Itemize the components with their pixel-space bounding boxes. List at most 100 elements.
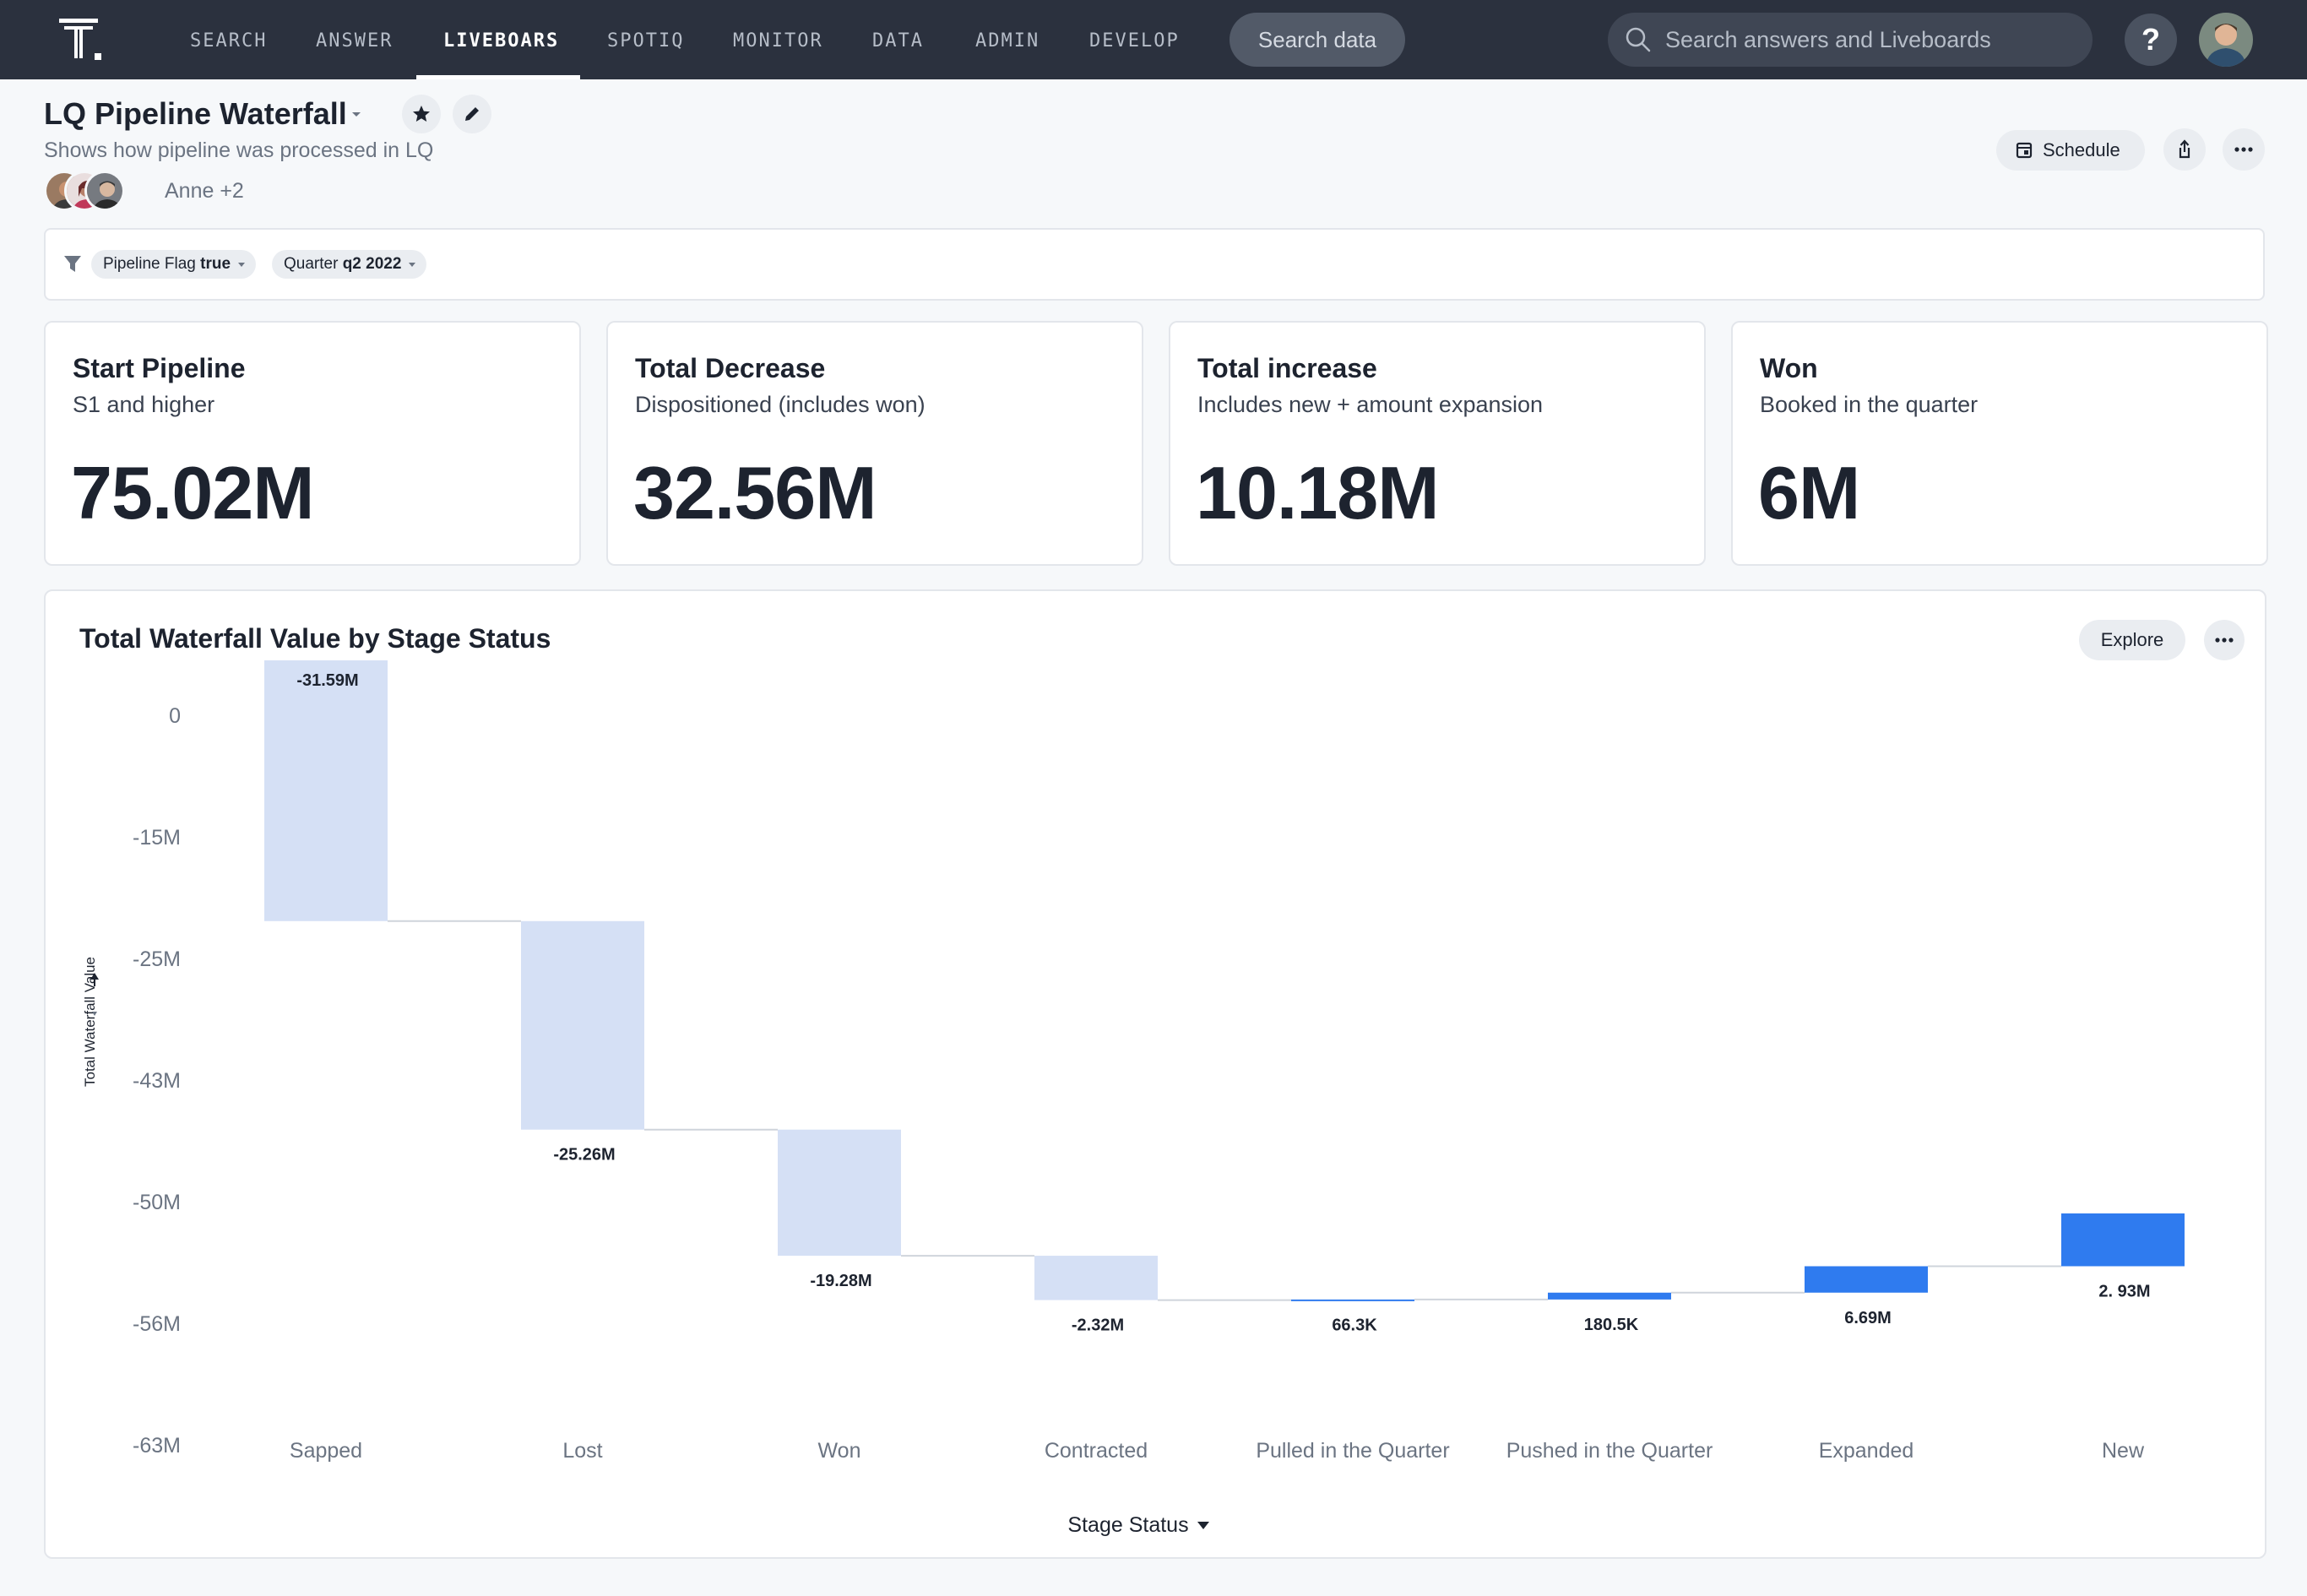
- x-tick-label: Lost: [562, 1439, 602, 1463]
- kpi-value: 10.18M: [1196, 451, 1440, 535]
- x-tick-label: Pulled in the Quarter: [1256, 1439, 1449, 1463]
- chart-title: Total Waterfall Value by Stage Status: [79, 623, 551, 654]
- x-tick-label: Sapped: [290, 1439, 362, 1463]
- schedule-label: Schedule: [2043, 139, 2120, 160]
- global-search-placeholder: Search answers and Liveboards: [1665, 27, 1991, 52]
- nav-liveboards[interactable]: LIVEBOARS: [443, 30, 560, 52]
- y-tick-label: -63M: [133, 1434, 181, 1458]
- waterfall-bar: [1805, 1266, 1928, 1293]
- data-label: -25.26M: [553, 1146, 615, 1164]
- search-data-button[interactable]: Search data: [1229, 13, 1405, 67]
- sort-caret-icon: [92, 1012, 97, 1016]
- thoughtspot-logo[interactable]: [59, 19, 105, 61]
- filter-chip-pipeline-flag[interactable]: Pipeline Flag true: [91, 250, 257, 279]
- data-label: 180.5K: [1584, 1316, 1639, 1334]
- filter-bar: Pipeline Flag true Quarter q2 2022: [44, 228, 2265, 301]
- x-axis-title: Stage Status: [1067, 1513, 1188, 1537]
- kpi-subtitle: Dispositioned (includes won): [635, 392, 926, 417]
- waterfall-chart[interactable]: 0 -15M -25M -43M -50M -56M -63M Total Waterfall…: [46, 591, 2268, 1561]
- kpi-card-start-pipeline[interactable]: Start Pipeline S1 and higher 75.02M: [44, 321, 581, 566]
- y-tick-label: -56M: [133, 1312, 181, 1336]
- liveboard-description: Shows how pipeline was processed in LQ: [44, 138, 434, 162]
- chevron-down-icon: [409, 263, 416, 267]
- filter-value: q2 2022: [342, 255, 402, 273]
- user-avatar[interactable]: [2199, 13, 2253, 67]
- waterfall-bar: [2061, 1213, 2185, 1267]
- chevron-down-icon[interactable]: [348, 108, 365, 120]
- kpi-card-won[interactable]: Won Booked in the quarter 6M: [1731, 321, 2268, 566]
- nav-monitor[interactable]: MONITOR: [733, 30, 823, 52]
- y-tick-label: -15M: [133, 826, 181, 850]
- waterfall-bar: [1034, 1256, 1158, 1300]
- data-label: 66.3K: [1332, 1316, 1377, 1335]
- help-button[interactable]: ?: [2125, 14, 2177, 66]
- data-label: -2.32M: [1072, 1316, 1124, 1335]
- x-tick-label: New: [2102, 1439, 2145, 1463]
- nav-answer[interactable]: ANSWER: [316, 30, 394, 52]
- kpi-title: Total Decrease: [635, 353, 826, 383]
- more-options-button[interactable]: [2223, 128, 2265, 171]
- filter-name: Quarter: [284, 255, 339, 273]
- more-icon: [2215, 638, 2234, 643]
- y-tick-label: -25M: [133, 947, 181, 971]
- share-button[interactable]: [2163, 128, 2206, 171]
- data-label: -19.28M: [810, 1272, 871, 1290]
- waterfall-bar: [521, 920, 644, 1130]
- kpi-card-total-increase[interactable]: Total increase Includes new + amount exp…: [1169, 321, 1706, 566]
- search-icon: [1626, 27, 1651, 52]
- liveboard-title[interactable]: LQ Pipeline Waterfall: [44, 96, 347, 131]
- kpi-title: Won: [1760, 353, 1818, 383]
- y-tick-label: 0: [169, 704, 181, 728]
- data-label: 2. 93M: [2098, 1282, 2150, 1300]
- kpi-card-total-decrease[interactable]: Total Decrease Dispositioned (includes w…: [606, 321, 1143, 566]
- y-tick-label: -50M: [133, 1191, 181, 1214]
- nav-search[interactable]: SEARCH: [190, 30, 268, 52]
- avatar: [84, 171, 125, 211]
- kpi-title: Start Pipeline: [73, 353, 246, 383]
- favorite-button[interactable]: [402, 95, 441, 133]
- x-tick-label: Expanded: [1819, 1439, 1914, 1463]
- filter-chip-quarter[interactable]: Quarter q2 2022: [272, 250, 427, 279]
- x-tick-label: Contracted: [1045, 1439, 1148, 1463]
- nav-active-indicator: [416, 75, 580, 79]
- sort-arrow-icon: [90, 973, 99, 986]
- star-icon: [413, 106, 430, 122]
- pencil-icon: [465, 107, 479, 121]
- y-axis-title: Total Waterfall Value: [82, 957, 98, 1087]
- filter-icon[interactable]: [62, 253, 83, 275]
- nav-spotiq[interactable]: SPOTIQ: [607, 30, 685, 52]
- filter-value: true: [200, 255, 231, 273]
- x-tick-label: Won: [818, 1439, 861, 1463]
- waterfall-bar: [1548, 1292, 1671, 1300]
- more-icon: [2234, 147, 2253, 152]
- share-icon: [2179, 139, 2190, 159]
- author-avatars[interactable]: [44, 171, 162, 211]
- kpi-title: Total increase: [1197, 353, 1377, 383]
- data-label: 6.69M: [1844, 1309, 1892, 1327]
- filter-name: Pipeline Flag: [103, 255, 196, 273]
- explore-button[interactable]: Explore: [2079, 620, 2185, 660]
- kpi-subtitle: S1 and higher: [73, 392, 215, 417]
- chart-more-button[interactable]: [2204, 620, 2245, 660]
- kpi-value: 6M: [1758, 451, 1860, 535]
- data-label: -31.59M: [296, 671, 358, 690]
- waterfall-bar: [1291, 1299, 1414, 1301]
- waterfall-bar: [264, 660, 388, 921]
- chevron-down-icon: [1197, 1522, 1209, 1529]
- kpi-subtitle: Includes new + amount expansion: [1197, 392, 1544, 417]
- nav-develop[interactable]: DEVELOP: [1089, 30, 1180, 52]
- authors-label: Anne +2: [165, 179, 244, 203]
- chevron-down-icon: [238, 263, 246, 267]
- kpi-subtitle: Booked in the quarter: [1760, 392, 1979, 417]
- y-tick-label: -43M: [133, 1069, 181, 1093]
- nav-data[interactable]: DATA: [872, 30, 924, 52]
- global-search-input[interactable]: Search answers and Liveboards: [1608, 13, 2093, 67]
- edit-button[interactable]: [453, 95, 491, 133]
- waterfall-bar: [778, 1129, 901, 1257]
- schedule-button[interactable]: Schedule: [1996, 130, 2145, 171]
- x-tick-label: Pushed in the Quarter: [1506, 1439, 1713, 1463]
- nav-admin[interactable]: ADMIN: [975, 30, 1040, 52]
- chart-card: 0 -15M -25M -43M -50M -56M -63M Total Waterfall…: [44, 589, 2266, 1559]
- top-nav: SEARCH ANSWER LIVEBOARS SPOTIQ MONITOR D…: [0, 0, 2307, 79]
- kpi-value: 75.02M: [71, 451, 315, 535]
